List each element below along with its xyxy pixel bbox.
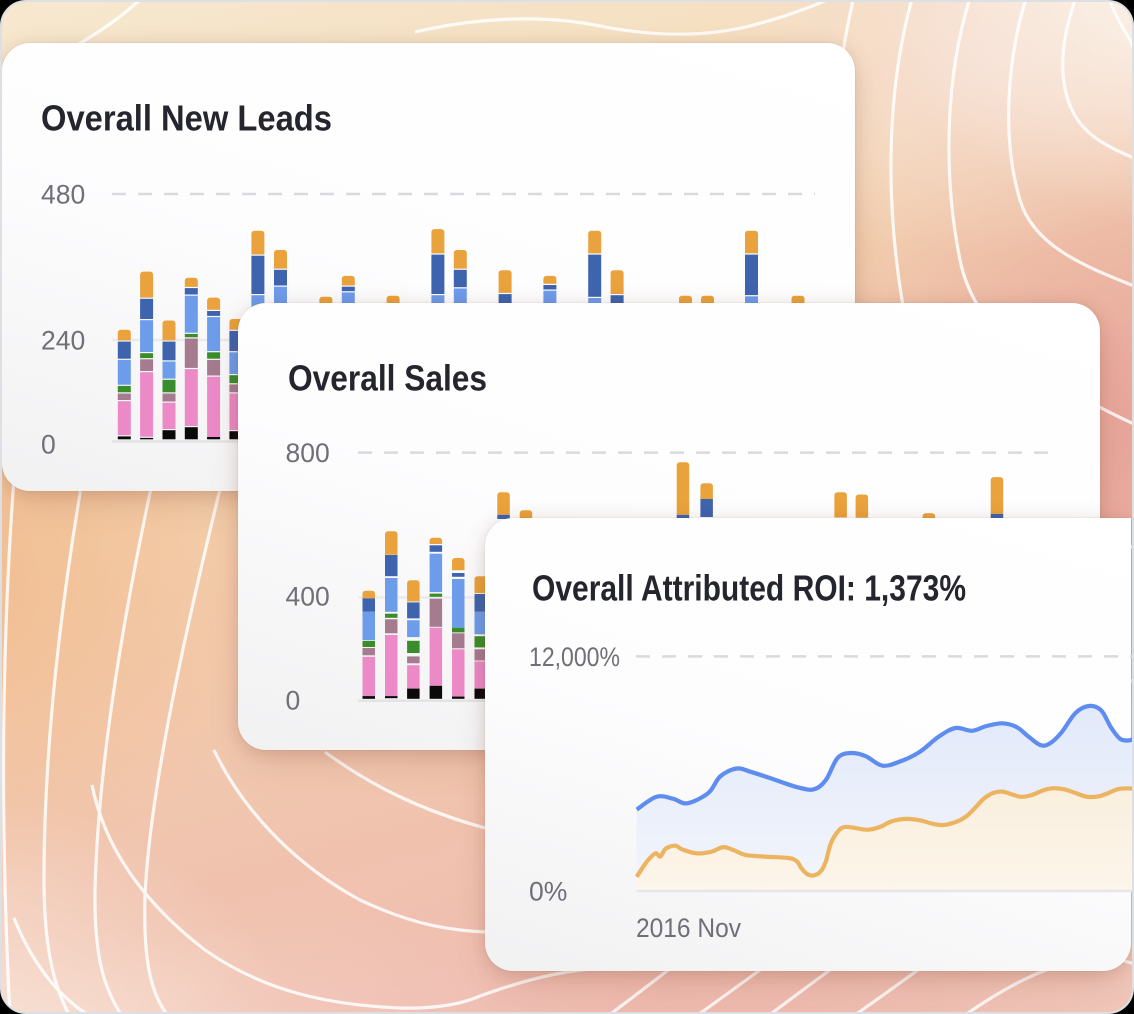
svg-text:Overall Attributed ROI: 1,373%: Overall Attributed ROI: 1,373% [532, 568, 966, 609]
svg-text:0: 0 [286, 686, 301, 716]
svg-text:Overall Sales: Overall Sales [288, 358, 487, 399]
svg-text:400: 400 [286, 582, 330, 612]
svg-text:480: 480 [41, 179, 85, 209]
svg-text:2016 Nov: 2016 Nov [636, 913, 742, 943]
svg-text:Overall New Leads: Overall New Leads [41, 97, 332, 138]
svg-text:240: 240 [41, 325, 85, 355]
svg-text:0: 0 [41, 429, 56, 459]
svg-text:0%: 0% [529, 876, 567, 906]
svg-text:800: 800 [286, 438, 330, 468]
svg-text:12,000%: 12,000% [529, 642, 620, 672]
